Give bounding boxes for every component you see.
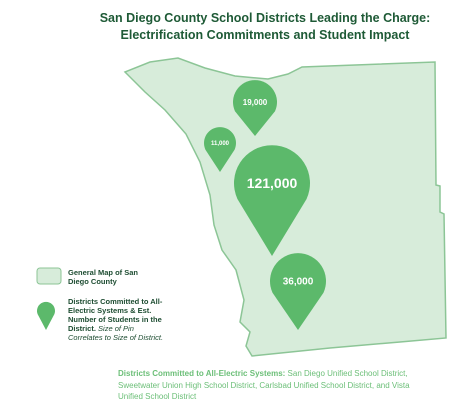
legend-pin-bold: Districts Committed to All-Electric Syst…	[68, 297, 163, 333]
pin	[232, 80, 277, 136]
pin	[233, 145, 310, 256]
legend-pin-icon	[36, 301, 56, 330]
title: San Diego County School Districts Leadin…	[80, 10, 450, 44]
title-line: Electrification Commitments and Student …	[120, 28, 410, 42]
pin	[270, 253, 326, 330]
footer-bold: Districts Committed to All-Electric Syst…	[118, 369, 286, 378]
pin	[204, 127, 236, 172]
pin-label: 36,000	[283, 277, 314, 288]
pin-label: 121,000	[247, 175, 298, 191]
pin-label: 11,000	[211, 141, 230, 147]
legend-pin-text: Districts Committed to All-Electric Syst…	[68, 297, 164, 342]
footer: Districts Committed to All-Electric Syst…	[118, 368, 418, 403]
title-line: San Diego County School Districts Leadin…	[99, 11, 431, 25]
footer-text: San Diego Unified School District, Sweet…	[118, 369, 410, 401]
legend-map-swatch	[36, 267, 62, 285]
legend-pin-italic: Size of Pin Correlates to Size of Distri…	[68, 324, 164, 342]
pin-label: 19,000	[243, 98, 268, 107]
legend-map-label: General Map of San Diego County	[68, 268, 139, 286]
